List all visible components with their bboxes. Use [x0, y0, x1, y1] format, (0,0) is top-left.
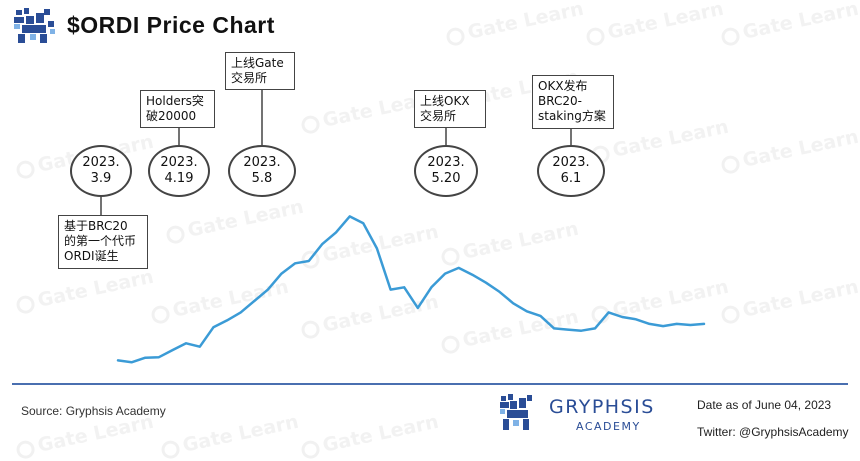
event-date-label: 3.9: [90, 171, 112, 186]
event-description-text: BRC20-: [538, 94, 582, 108]
event-date-label: 2023.: [82, 155, 120, 170]
brand-subtitle: ACADEMY: [576, 420, 641, 433]
event-description-text: 交易所: [231, 71, 268, 85]
event-description-box: OKX发布 BRC20- staking方案: [532, 75, 614, 129]
event-description-box: Holders突 破20000: [140, 90, 215, 128]
event-date-label: 2023.: [427, 155, 465, 170]
event-date-label: 4.19: [164, 171, 194, 186]
event-date-label: 2023.: [160, 155, 198, 170]
event-date-oval: 2023. 5.20: [414, 145, 478, 197]
event-description-text: 的第一个代币: [64, 234, 137, 248]
event-description-text: ORDI诞生: [64, 249, 119, 263]
page-title: $ORDI Price Chart: [67, 12, 275, 38]
event-description-box: 上线Gate 交易所: [225, 52, 295, 90]
event-description-box: 基于BRC20 的第一个代币 ORDI诞生: [58, 215, 148, 269]
price-chart: [100, 90, 706, 364]
event-date-oval: 2023. 6.1: [537, 145, 605, 197]
event-description-box: 上线OKX 交易所: [414, 90, 486, 128]
event-description-text: Holders突: [146, 94, 204, 108]
event-date-label: 2023.: [243, 155, 281, 170]
brand-name: GRYPHSIS: [549, 396, 655, 418]
footer-divider: [12, 383, 848, 385]
event-date-label: 5.8: [251, 171, 273, 186]
event-date-oval: 2023. 4.19: [148, 145, 210, 197]
event-description-text: OKX发布: [538, 79, 588, 93]
event-date-oval: 2023. 5.8: [228, 145, 296, 197]
event-date-label: 5.20: [431, 171, 461, 186]
gryphon-logo-icon: [14, 8, 55, 43]
series-line-ordi: [116, 215, 706, 364]
event-description-text: 基于BRC20: [64, 219, 128, 233]
event-date-label: 2023.: [552, 155, 590, 170]
event-description-text: 上线OKX: [420, 94, 470, 108]
event-date-label: 6.1: [560, 171, 582, 186]
twitter-handle-link[interactable]: Twitter: @GryphsisAcademy: [697, 425, 849, 439]
gryphon-brand-icon: [500, 394, 532, 430]
source-text: Source: Gryphsis Academy: [21, 404, 166, 418]
event-description-text: 破20000: [146, 109, 197, 123]
event-description-text: staking方案: [538, 109, 606, 123]
event-description-text: 上线Gate: [231, 56, 284, 70]
date-text: Date as of June 04, 2023: [697, 398, 832, 412]
event-date-oval: 2023. 3.9: [70, 145, 132, 197]
event-description-text: 交易所: [420, 109, 457, 123]
gryphsis-brand: GRYPHSIS ACADEMY: [498, 393, 658, 437]
